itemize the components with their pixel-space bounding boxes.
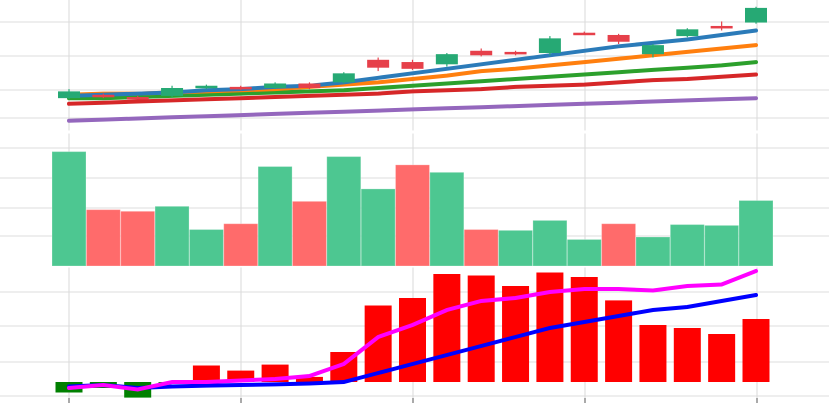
candle-body-0 bbox=[58, 91, 80, 99]
indicator-bar-20 bbox=[742, 319, 770, 382]
indicator-bar-4 bbox=[192, 365, 220, 382]
indicator-bar-7 bbox=[295, 376, 323, 382]
candle-body-9 bbox=[367, 59, 390, 68]
candle-body-11 bbox=[435, 54, 458, 65]
candle-body-4 bbox=[195, 85, 218, 89]
candle-body-14 bbox=[538, 38, 561, 54]
candle-body-20 bbox=[745, 7, 767, 23]
volume-bar-11 bbox=[429, 171, 465, 267]
volume-bar-15 bbox=[566, 238, 602, 267]
candle-body-17 bbox=[641, 45, 664, 55]
candle-body-5 bbox=[229, 86, 252, 90]
candle-body-19 bbox=[710, 25, 733, 29]
volume-bar-7 bbox=[291, 200, 327, 267]
indicator-bar-12 bbox=[467, 275, 495, 382]
volume-bar-5 bbox=[223, 223, 259, 267]
volume-panel bbox=[51, 151, 774, 267]
volume-bar-3 bbox=[154, 205, 190, 267]
indicator-main-line bbox=[67, 269, 758, 392]
candle-body-1 bbox=[92, 94, 115, 98]
price-line-0 bbox=[67, 28, 758, 98]
volume-bar-14 bbox=[532, 219, 568, 267]
volume-bar-0 bbox=[51, 151, 87, 267]
candle-body-3 bbox=[161, 88, 184, 96]
volume-bar-20 bbox=[738, 200, 774, 267]
candle-body-10 bbox=[401, 62, 424, 69]
indicator-bar-18 bbox=[673, 328, 701, 382]
candle-body-2 bbox=[126, 97, 149, 100]
indicator-bar-5 bbox=[227, 370, 255, 382]
indicator-bar-15 bbox=[570, 277, 598, 382]
candle-body-7 bbox=[298, 83, 321, 88]
price-line-3 bbox=[67, 72, 758, 106]
price-panel bbox=[58, 6, 767, 123]
candle-body-18 bbox=[676, 29, 699, 37]
volume-bar-13 bbox=[498, 229, 534, 267]
indicator-signal-line bbox=[67, 293, 758, 391]
indicator-bar-17 bbox=[639, 325, 667, 382]
volume-bar-1 bbox=[85, 209, 121, 267]
candle-body-8 bbox=[332, 73, 355, 83]
volume-bar-17 bbox=[635, 236, 671, 267]
candle-body-12 bbox=[470, 50, 493, 56]
volume-bar-10 bbox=[395, 164, 430, 267]
indicator-panel bbox=[55, 269, 770, 398]
volume-bar-4 bbox=[188, 229, 224, 267]
volume-bar-19 bbox=[704, 224, 740, 267]
candle-body-13 bbox=[504, 51, 527, 55]
candle-body-16 bbox=[607, 34, 630, 42]
indicator-bar-11 bbox=[433, 274, 461, 382]
volume-bar-16 bbox=[601, 223, 637, 267]
indicator-bar-19 bbox=[708, 334, 736, 382]
volume-bar-12 bbox=[463, 229, 499, 267]
price-line-2 bbox=[67, 60, 758, 101]
volume-bar-2 bbox=[120, 210, 156, 267]
volume-bar-8 bbox=[326, 156, 362, 267]
volume-bar-6 bbox=[257, 166, 293, 267]
indicator-bar-10 bbox=[399, 298, 426, 382]
volume-bar-9 bbox=[360, 188, 396, 267]
price-line-4 bbox=[67, 96, 758, 123]
candle-body-15 bbox=[573, 32, 596, 36]
volume-bar-18 bbox=[669, 224, 705, 267]
candle-body-6 bbox=[264, 83, 287, 88]
